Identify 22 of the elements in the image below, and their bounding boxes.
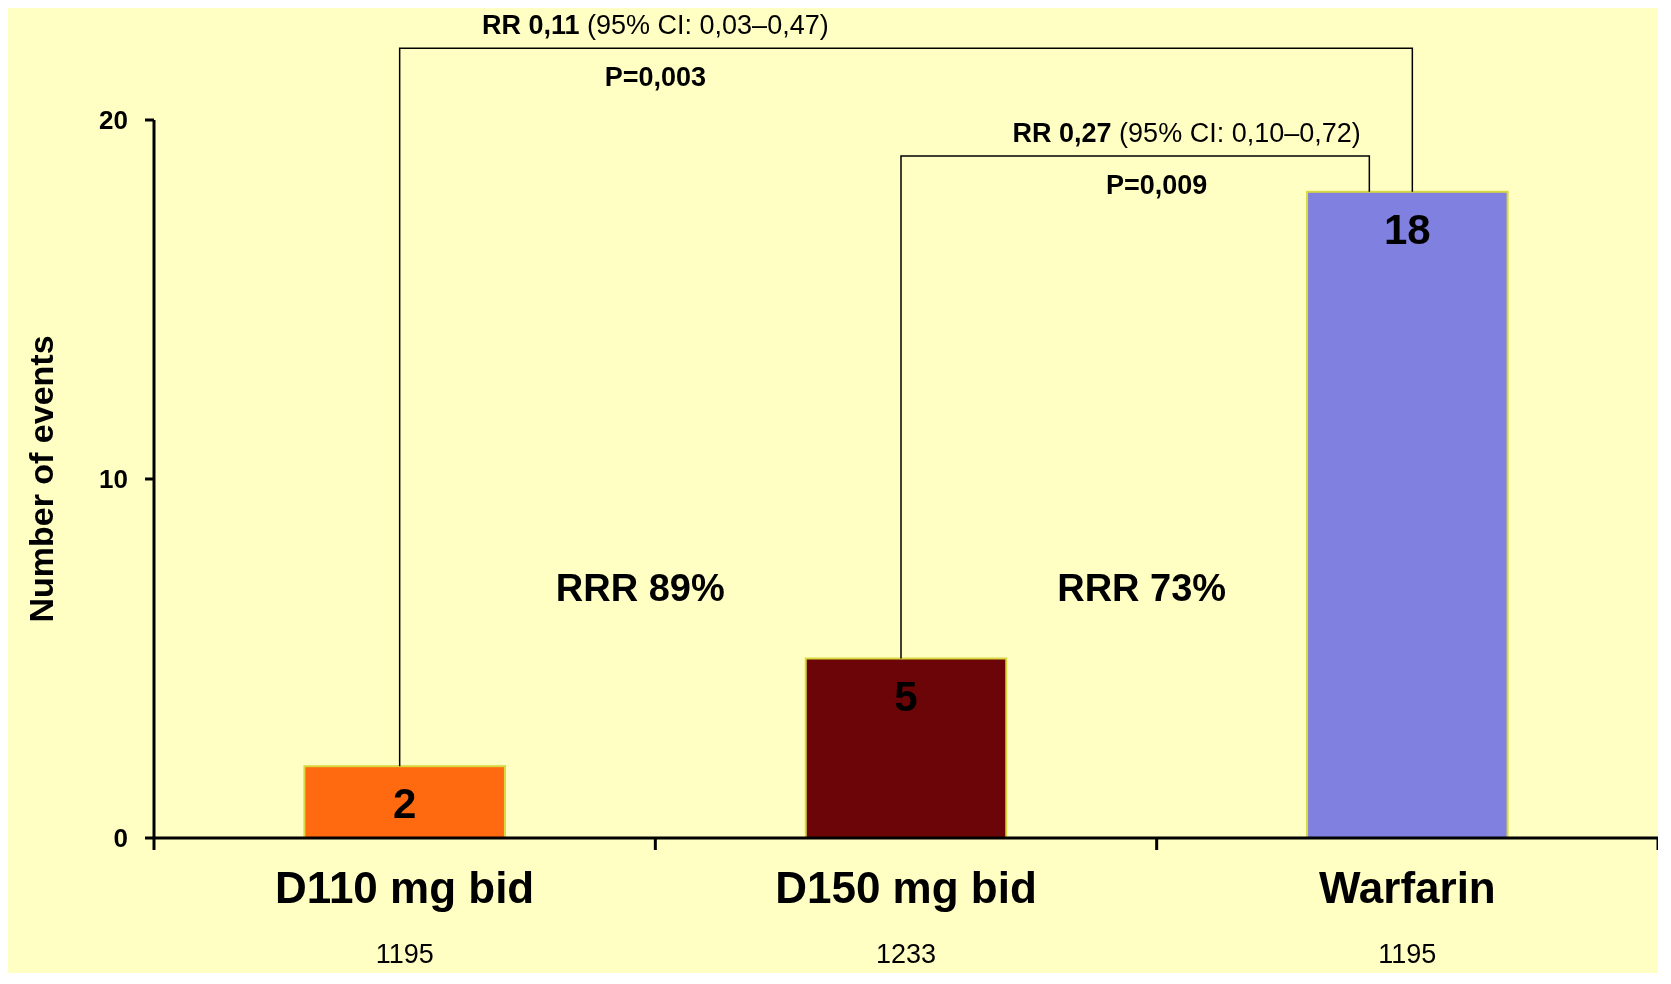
text: 1195: [1378, 939, 1437, 969]
text: P=0,003: [604, 62, 707, 93]
bar: [1306, 190, 1509, 839]
text: 1195: [375, 939, 434, 969]
annotation: P=0,009: [1105, 169, 1208, 200]
text: 1233: [875, 939, 937, 969]
annotation: RR 0,27 (95% CI: 0,10–0,72): [1012, 117, 1361, 148]
y-tick-label: 20: [99, 105, 128, 135]
y-axis-title: Number of events: [22, 335, 60, 623]
data-label: 5: [894, 672, 918, 720]
x-tick-label: D150 mg bid: [775, 863, 1037, 912]
x-tick-label: D110 mg bid: [275, 863, 535, 912]
x-tick-label: Warfarin: [1318, 863, 1496, 912]
data-label: 18: [1383, 205, 1431, 253]
bar: [804, 657, 1008, 839]
annotation: RRR 73%: [1057, 567, 1227, 610]
bar: [303, 765, 506, 839]
y-tick-label: 0: [113, 823, 128, 853]
annotation: RRR 89%: [555, 567, 725, 610]
text: RR 0,11 (95% CI: 0,03–0,47): [481, 10, 829, 41]
y-tick-label: 10: [99, 464, 128, 494]
data-label: 2: [392, 780, 417, 828]
